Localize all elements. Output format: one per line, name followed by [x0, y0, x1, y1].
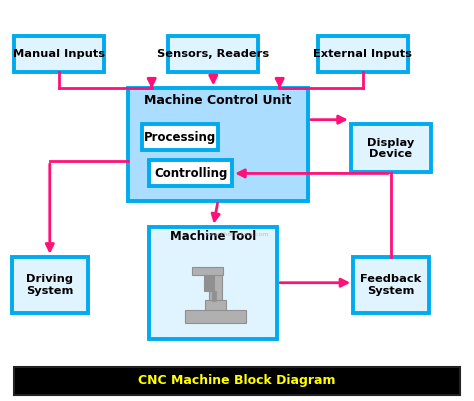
Text: Feedback
System: Feedback System [360, 274, 422, 296]
Text: Manual Inputs: Manual Inputs [13, 49, 105, 59]
FancyBboxPatch shape [149, 227, 277, 339]
FancyBboxPatch shape [128, 88, 308, 200]
FancyBboxPatch shape [12, 257, 88, 313]
Text: Machine Tool: Machine Tool [170, 230, 256, 243]
FancyBboxPatch shape [185, 310, 246, 323]
Text: Processing: Processing [144, 131, 216, 144]
FancyBboxPatch shape [142, 124, 218, 150]
FancyBboxPatch shape [209, 270, 222, 300]
FancyBboxPatch shape [14, 36, 104, 72]
Text: Controlling: Controlling [154, 167, 228, 180]
FancyBboxPatch shape [192, 267, 223, 275]
FancyBboxPatch shape [353, 257, 429, 313]
FancyBboxPatch shape [149, 160, 232, 186]
FancyBboxPatch shape [318, 36, 408, 72]
FancyBboxPatch shape [204, 275, 214, 291]
Text: Driving
System: Driving System [26, 274, 73, 296]
Text: www.thefactors.com: www.thefactors.com [205, 232, 269, 237]
FancyBboxPatch shape [205, 300, 226, 310]
Text: Display
Device: Display Device [367, 138, 415, 159]
FancyBboxPatch shape [212, 291, 216, 301]
FancyBboxPatch shape [168, 36, 258, 72]
FancyBboxPatch shape [351, 124, 431, 172]
FancyBboxPatch shape [14, 367, 460, 395]
Text: CNC Machine Block Diagram: CNC Machine Block Diagram [138, 375, 336, 387]
Text: Machine Control Unit: Machine Control Unit [145, 94, 292, 107]
Text: Sensors, Readers: Sensors, Readers [157, 49, 269, 59]
Text: External Inputs: External Inputs [313, 49, 412, 59]
